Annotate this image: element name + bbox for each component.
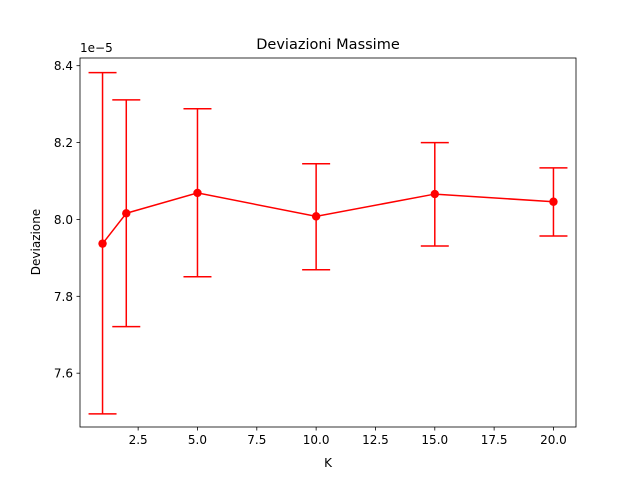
x-axis: 2.5 5.0 7.5 10.0 12.5 15.0 17.5 20.0 [129,427,567,447]
chart-title: Deviazioni Massime [256,37,400,53]
x-axis-label: K [324,456,333,470]
y-axis: 7.6 7.8 8.0 8.2 8.4 [54,59,80,381]
y-tick-label: 8.0 [54,213,73,227]
y-tick-label: 7.8 [54,290,73,304]
x-tick-label: 17.5 [481,433,508,447]
data-point [98,239,107,248]
y-tick-label: 7.6 [54,367,73,381]
x-tick-label: 2.5 [129,433,148,447]
y-axis-label: Deviazione [29,209,43,275]
x-tick-label: 20.0 [540,433,567,447]
x-tick-label: 10.0 [303,433,330,447]
data-point [193,188,202,198]
y-tick-label: 8.4 [54,59,73,73]
data-point [122,209,131,218]
data-series [98,188,558,248]
plot-area [79,57,577,428]
x-tick-label: 12.5 [362,433,389,447]
x-tick-label: 15.0 [421,433,448,447]
x-tick-label: 5.0 [188,433,207,447]
x-tick-label: 7.5 [247,433,266,447]
series-line [101,192,554,245]
y-tick-label: 8.2 [54,136,73,150]
y-offset-label: 1e−5 [80,41,113,55]
data-point [549,197,558,206]
data-point [311,212,321,221]
data-point [430,189,439,199]
